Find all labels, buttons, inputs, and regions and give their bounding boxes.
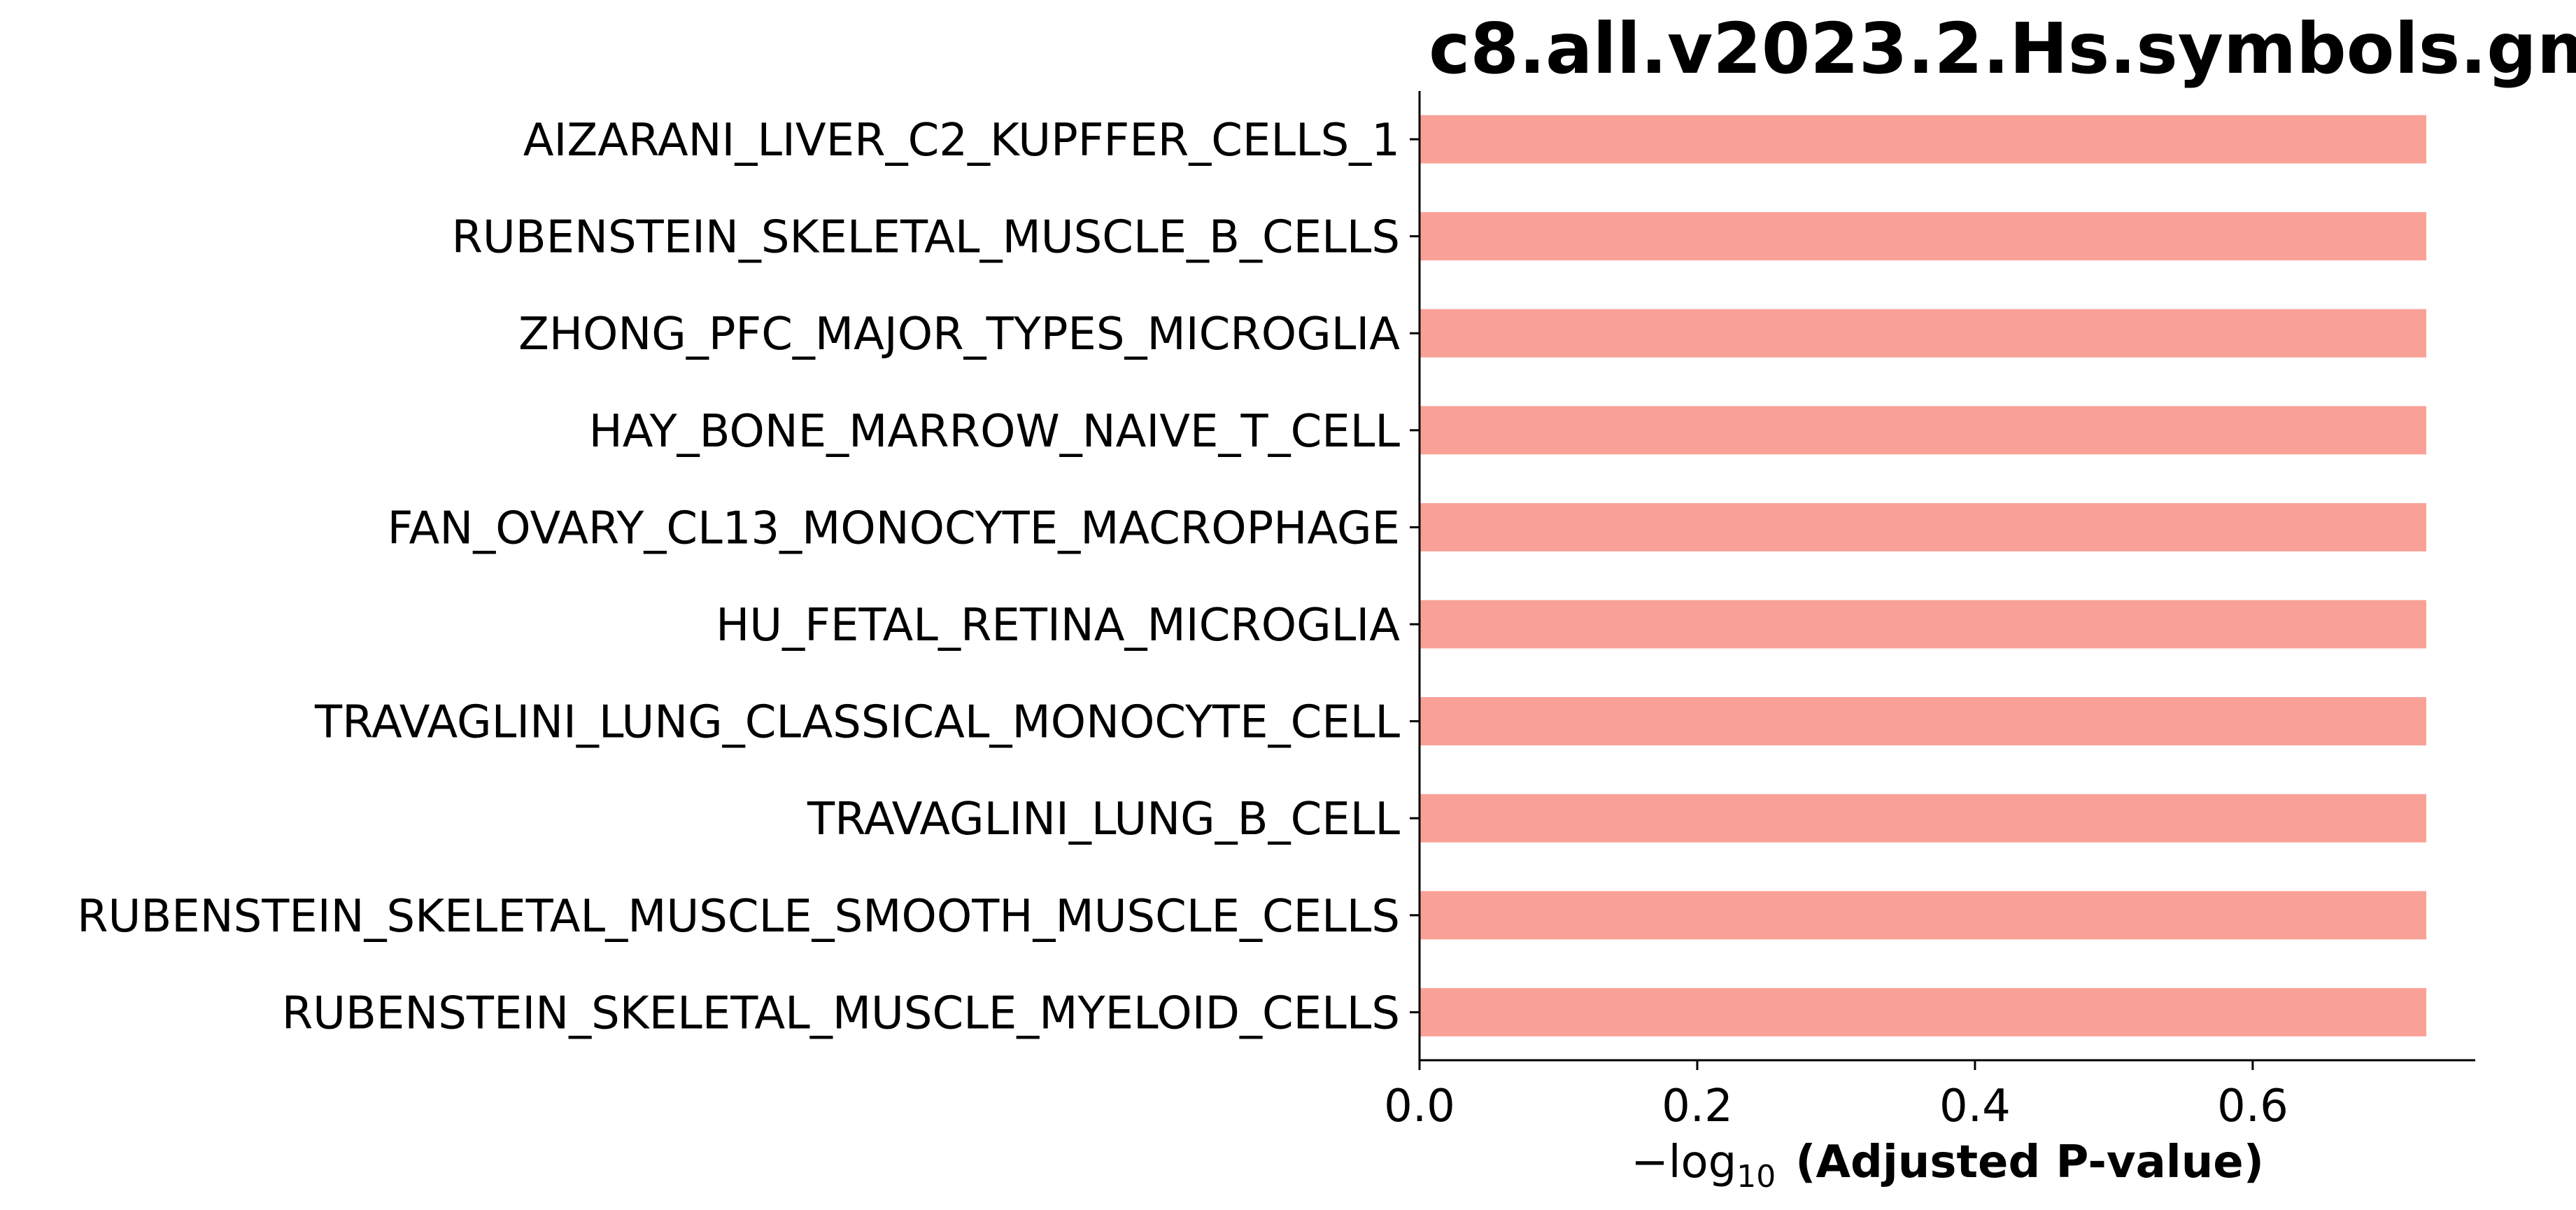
bars-layer [1420,115,2426,1036]
category-label: FAN_OVARY_CL13_MONOCYTE_MACROPHAGE [388,502,1400,554]
bar [1420,891,2426,940]
category-label: ZHONG_PFC_MAJOR_TYPES_MICROGLIA [518,309,1400,360]
category-label: AIZARANI_LIVER_C2_KUPFFER_CELLS_1 [523,115,1400,167]
x-axis-label-prefix: −log [1631,1137,1736,1188]
x-tick-label: 0.2 [1662,1081,1733,1132]
bar [1420,697,2426,746]
x-axis-label-main: (Adjusted P-value) [1795,1137,2264,1188]
category-label: HU_FETAL_RETINA_MICROGLIA [716,600,1400,652]
bar [1420,115,2426,164]
category-label: HAY_BONE_MARROW_NAIVE_T_CELL [589,406,1401,458]
x-tick-label: 0.4 [1939,1081,2011,1132]
bar [1420,309,2426,358]
bar [1420,406,2426,455]
chart-title: c8.all.v2023.2.Hs.symbols.gmt [1429,8,2576,90]
x-axis-label: −log10 (Adjusted P-value) [1631,1137,2264,1195]
category-label: RUBENSTEIN_SKELETAL_MUSCLE_SMOOTH_MUSCLE… [77,891,1400,943]
bar [1420,502,2426,551]
x-axis-label-subscript: 10 [1736,1159,1776,1195]
bar [1420,987,2426,1036]
bar [1420,794,2426,843]
category-label: TRAVAGLINI_LUNG_CLASSICAL_MONOCYTE_CELL [314,697,1400,749]
bar [1420,212,2426,261]
category-label: RUBENSTEIN_SKELETAL_MUSCLE_MYELOID_CELLS [282,987,1400,1039]
x-axis-ticks: 0.0 0.2 0.4 0.6 [1384,1060,2288,1132]
bar [1420,600,2426,649]
x-tick-label: 0.6 [2217,1081,2288,1132]
category-label: TRAVAGLINI_LUNG_B_CELL [807,794,1400,845]
category-labels: AIZARANI_LIVER_C2_KUPFFER_CELLS_1 RUBENST… [77,115,1420,1039]
x-tick-label: 0.0 [1384,1081,1455,1132]
category-label: RUBENSTEIN_SKELETAL_MUSCLE_B_CELLS [451,212,1400,264]
